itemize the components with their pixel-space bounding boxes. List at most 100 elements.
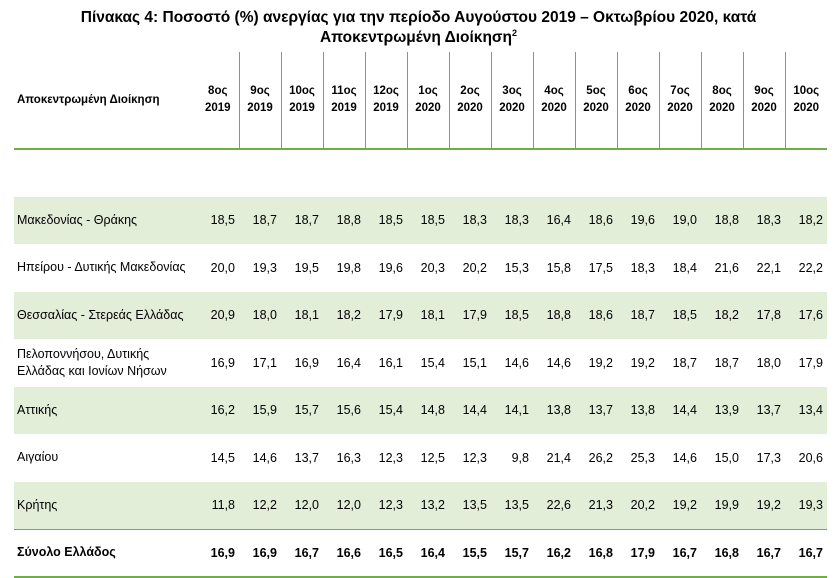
rate-cell: 12,5	[420, 450, 445, 465]
rate-cell: 19,2	[659, 481, 701, 529]
rate-cell: 18,2	[323, 291, 365, 339]
rate-cell: 15,8	[546, 260, 571, 275]
total-rate-cell: 15,7	[491, 528, 533, 578]
rate-cell: 16,9	[210, 355, 235, 370]
period-year: 2019	[204, 102, 231, 114]
rate-cell: 18,2	[701, 291, 743, 339]
rate-cell: 19,0	[659, 196, 701, 244]
period-year: 2019	[373, 102, 399, 114]
rate-cell: 15,1	[462, 355, 487, 370]
total-rate-cell: 16,7	[281, 528, 323, 578]
period-header: 12ος 2019	[364, 52, 407, 149]
rate-cell: 18,1	[407, 291, 449, 339]
region-name: Πελοποννήσου, Δυτικής Ελλάδας και Ιονίων…	[17, 346, 167, 378]
rate-cell: 20,9	[197, 291, 239, 339]
rate-cell: 19,9	[701, 481, 743, 529]
table-title-line1: Πίνακας 4: Ποσοστό (%) ανεργίας για την …	[80, 9, 757, 26]
rate-cell: 18,3	[449, 196, 491, 244]
rate-cell: 14,8	[407, 386, 449, 434]
period-header: 11ος 2019	[322, 52, 365, 149]
rate-cell: 15,9	[239, 386, 281, 434]
rate-cell: 18,6	[575, 291, 617, 339]
table-row: Πελοποννήσου, Δυτικής Ελλάδας και Ιονίων…	[14, 339, 827, 387]
rate-cell: 14,1	[491, 386, 533, 434]
rate-cell: 19,6	[617, 196, 659, 244]
rate-cell: 14,4	[449, 386, 491, 434]
rate-cell: 18,5	[491, 291, 533, 339]
rate-cell: 13,7	[575, 386, 617, 434]
rate-cell: 18,7	[281, 196, 323, 244]
rate-cell: 18,0	[239, 291, 281, 339]
rate-cell: 21,4	[546, 450, 571, 465]
rate-cell: 19,3	[785, 481, 827, 529]
rate-cell: 20,3	[420, 260, 445, 275]
total-rate-cell: 16,4	[407, 528, 449, 578]
total-rate-cell: 16,8	[701, 528, 743, 578]
rate-cell: 15,7	[281, 386, 323, 434]
period-year: 2019	[247, 102, 273, 114]
rate-cell: 18,7	[617, 291, 659, 339]
rate-cell: 22,2	[798, 260, 823, 275]
period-month: 10ος	[289, 85, 315, 97]
period-month: 3ος	[502, 85, 522, 97]
total-rate-cell: 16,9	[197, 528, 239, 578]
table-row: Αττικής 16,2 15,9 15,7 15,6 15,4 14,8 14,4 14,1 1…	[14, 386, 827, 434]
rate-cell: 16,4	[336, 355, 361, 370]
period-year: 2020	[499, 102, 525, 114]
rate-cell: 18,3	[743, 196, 785, 244]
table-title-line2: Αποκεντρωμένη Διοίκηση2	[0, 28, 837, 48]
rate-cell: 17,3	[756, 450, 781, 465]
period-year: 2020	[709, 102, 735, 114]
total-rate-cell: 17,9	[617, 528, 659, 578]
rate-cell: 13,8	[533, 386, 575, 434]
rate-cell: 15,4	[365, 386, 407, 434]
total-label: Σύνολο Ελλάδος	[14, 528, 197, 578]
rate-cell: 14,4	[659, 386, 701, 434]
period-year: 2020	[457, 102, 483, 114]
table-row: Αιγαίου 14,5 14,6 13,7 16,3 12,3 12,5 12,3 9,8 21…	[14, 434, 827, 482]
rate-cell: 18,8	[533, 291, 575, 339]
rate-cell: 13,7	[294, 450, 319, 465]
total-rate-cell: 16,2	[533, 528, 575, 578]
rate-cell: 25,3	[630, 450, 655, 465]
table-row: Μακεδονίας - Θράκης 18,5 18,7 18,7 18,8 18,5 1…	[14, 196, 827, 244]
total-rate-cell: 16,8	[575, 528, 617, 578]
rate-cell: 18,4	[672, 260, 697, 275]
period-month: 4ος	[544, 85, 564, 97]
rate-cell: 12,0	[323, 481, 365, 529]
table-title: Πίνακας 4: Ποσοστό (%) ανεργίας για την …	[0, 8, 837, 48]
period-month: 12ος	[373, 85, 399, 97]
rate-cell: 13,7	[743, 386, 785, 434]
period-header: 3ος 2020	[490, 52, 533, 149]
rate-cell: 19,6	[378, 260, 403, 275]
region-column-header: Αποκεντρωμένη Διοίκηση	[17, 93, 160, 106]
period-header: 5ος 2020	[574, 52, 617, 149]
period-month: 11ος	[331, 85, 357, 97]
period-year: 2020	[415, 102, 441, 114]
rate-cell: 19,8	[336, 260, 361, 275]
rate-cell: 18,7	[714, 355, 739, 370]
rate-cell: 18,3	[630, 260, 655, 275]
period-header: 10ος 2019	[280, 52, 323, 149]
rate-cell: 17,9	[449, 291, 491, 339]
total-rate-cell: 16,6	[323, 528, 365, 578]
rate-cell: 17,5	[588, 260, 613, 275]
rate-cell: 15,0	[714, 450, 739, 465]
rate-cell: 15,3	[504, 260, 529, 275]
period-month: 9ος	[250, 85, 270, 97]
period-month: 6ος	[628, 85, 648, 97]
period-header: 7ος 2020	[658, 52, 701, 149]
rate-cell: 19,3	[252, 260, 277, 275]
rate-cell: 17,6	[785, 291, 827, 339]
rate-cell: 18,6	[575, 196, 617, 244]
rate-cell: 20,0	[210, 260, 235, 275]
rate-cell: 16,3	[336, 450, 361, 465]
total-rate-cell: 16,7	[659, 528, 701, 578]
rate-cell: 13,2	[407, 481, 449, 529]
rate-cell: 17,9	[798, 355, 823, 370]
rate-cell: 26,2	[588, 450, 613, 465]
rate-cell: 18,7	[239, 196, 281, 244]
rate-cell: 14,6	[546, 355, 571, 370]
rate-cell: 19,2	[743, 481, 785, 529]
rate-cell: 18,5	[197, 196, 239, 244]
